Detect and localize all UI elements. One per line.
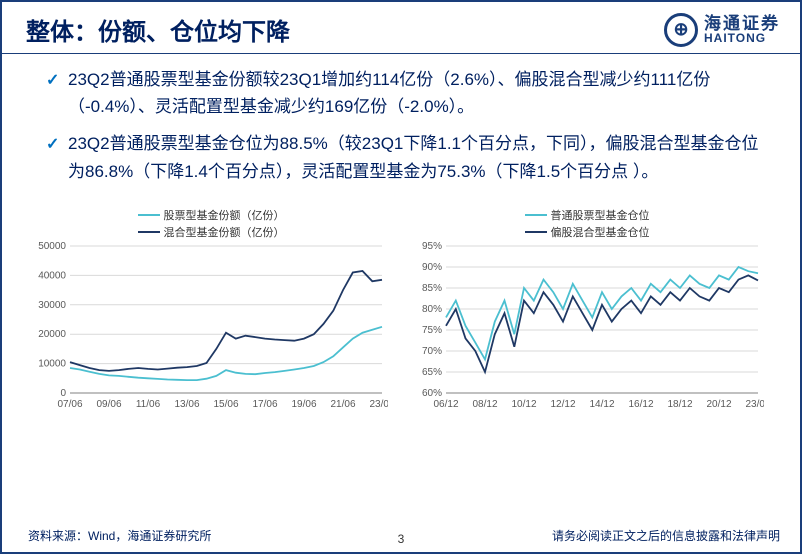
svg-text:0: 0 bbox=[60, 388, 66, 399]
svg-text:23/06: 23/06 bbox=[369, 399, 388, 410]
legend-l2b: 偏股混合型基金仓位 bbox=[551, 224, 650, 240]
svg-text:17/06: 17/06 bbox=[252, 399, 277, 410]
slide-header: 整体：份额、仓位均下降 ⊕ 海通证券 HAITONG bbox=[2, 2, 800, 54]
svg-text:09/06: 09/06 bbox=[96, 399, 121, 410]
chart-right: 普通股票型基金仓位 偏股混合型基金仓位 60% 65% 70% 75% 80% 85% 90… bbox=[404, 207, 770, 417]
svg-text:95%: 95% bbox=[422, 242, 442, 252]
svg-text:10000: 10000 bbox=[38, 358, 66, 369]
logo: ⊕ 海通证券 HAITONG bbox=[664, 13, 780, 47]
chart-left: 股票型基金份额（亿份） 混合型基金份额（亿份） 0 10000 20000 30000… bbox=[28, 207, 394, 417]
svg-text:23/06: 23/06 bbox=[745, 399, 764, 410]
svg-text:21/06: 21/06 bbox=[330, 399, 355, 410]
svg-text:75%: 75% bbox=[422, 325, 442, 336]
legend-l1a: 股票型基金份额（亿份） bbox=[164, 207, 285, 223]
svg-text:80%: 80% bbox=[422, 304, 442, 315]
svg-text:50000: 50000 bbox=[38, 242, 66, 252]
footer-disclaimer: 请务必阅读正文之后的信息披露和法律声明 bbox=[552, 527, 780, 544]
svg-text:19/06: 19/06 bbox=[291, 399, 316, 410]
chart-left-svg: 0 10000 20000 30000 40000 50000 07/06 09/06 11/0… bbox=[28, 242, 388, 417]
bullet-1: 23Q2普通股票型基金份额较23Q1增加约114亿份（2.6%）、偏股混合型减少… bbox=[46, 66, 770, 120]
slide-title: 整体：份额、仓位均下降 bbox=[26, 12, 290, 47]
svg-text:13/06: 13/06 bbox=[174, 399, 199, 410]
svg-text:30000: 30000 bbox=[38, 300, 66, 311]
svg-text:16/12: 16/12 bbox=[628, 399, 653, 410]
chart-left-legend: 股票型基金份额（亿份） 混合型基金份额（亿份） bbox=[28, 207, 394, 240]
svg-text:11/06: 11/06 bbox=[136, 399, 161, 410]
svg-text:12/12: 12/12 bbox=[550, 399, 575, 410]
svg-text:06/12: 06/12 bbox=[433, 399, 458, 410]
logo-cn: 海通证券 bbox=[704, 15, 780, 32]
content-area: 23Q2普通股票型基金份额较23Q1增加约114亿份（2.6%）、偏股混合型减少… bbox=[2, 54, 800, 185]
svg-text:14/12: 14/12 bbox=[589, 399, 614, 410]
legend-l2a: 普通股票型基金仓位 bbox=[551, 207, 650, 223]
footer-source: 资料来源：Wind，海通证券研究所 bbox=[28, 527, 211, 544]
legend-l1b: 混合型基金份额（亿份） bbox=[164, 224, 285, 240]
svg-text:60%: 60% bbox=[422, 388, 442, 399]
svg-text:20000: 20000 bbox=[38, 329, 66, 340]
svg-text:65%: 65% bbox=[422, 367, 442, 378]
svg-text:07/06: 07/06 bbox=[57, 399, 82, 410]
svg-text:70%: 70% bbox=[422, 346, 442, 357]
svg-text:08/12: 08/12 bbox=[472, 399, 497, 410]
svg-text:20/12: 20/12 bbox=[706, 399, 731, 410]
bullet-2: 23Q2普通股票型基金仓位为88.5%（较23Q1下降1.1个百分点，下同），偏… bbox=[46, 130, 770, 184]
charts-row: 股票型基金份额（亿份） 混合型基金份额（亿份） 0 10000 20000 30000… bbox=[2, 195, 800, 417]
svg-text:85%: 85% bbox=[422, 283, 442, 294]
logo-en: HAITONG bbox=[704, 32, 780, 44]
page-number: 3 bbox=[398, 532, 405, 546]
chart-right-svg: 60% 65% 70% 75% 80% 85% 90% 95% 06/12 08/12 10/12 1… bbox=[404, 242, 764, 417]
svg-text:10/12: 10/12 bbox=[511, 399, 536, 410]
svg-text:15/06: 15/06 bbox=[213, 399, 238, 410]
svg-text:18/12: 18/12 bbox=[667, 399, 692, 410]
chart-right-legend: 普通股票型基金仓位 偏股混合型基金仓位 bbox=[404, 207, 770, 240]
logo-icon: ⊕ bbox=[664, 13, 698, 47]
svg-text:90%: 90% bbox=[422, 262, 442, 273]
svg-text:40000: 40000 bbox=[38, 270, 66, 281]
